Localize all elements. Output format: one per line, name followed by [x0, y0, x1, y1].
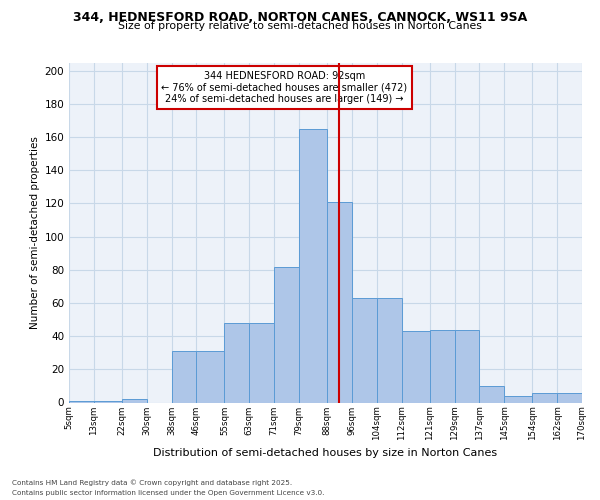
X-axis label: Distribution of semi-detached houses by size in Norton Canes: Distribution of semi-detached houses by … — [154, 448, 497, 458]
Bar — [377, 298, 401, 403]
Text: 344, HEDNESFORD ROAD, NORTON CANES, CANNOCK, WS11 9SA: 344, HEDNESFORD ROAD, NORTON CANES, CANN… — [73, 11, 527, 24]
Bar — [504, 396, 532, 402]
Bar — [327, 202, 352, 402]
Bar — [401, 331, 430, 402]
Bar — [430, 330, 455, 402]
Text: 344 HEDNESFORD ROAD: 92sqm
← 76% of semi-detached houses are smaller (472)
24% o: 344 HEDNESFORD ROAD: 92sqm ← 76% of semi… — [161, 71, 407, 104]
Bar — [352, 298, 377, 403]
Bar — [274, 266, 299, 402]
Bar — [250, 323, 274, 402]
Bar — [196, 351, 224, 403]
Bar — [94, 401, 122, 402]
Text: Contains public sector information licensed under the Open Government Licence v3: Contains public sector information licen… — [12, 490, 325, 496]
Bar — [224, 323, 250, 402]
Bar — [122, 399, 147, 402]
Y-axis label: Number of semi-detached properties: Number of semi-detached properties — [30, 136, 40, 329]
Bar — [455, 330, 479, 402]
Bar — [299, 129, 327, 402]
Text: Contains HM Land Registry data © Crown copyright and database right 2025.: Contains HM Land Registry data © Crown c… — [12, 480, 292, 486]
Text: Size of property relative to semi-detached houses in Norton Canes: Size of property relative to semi-detach… — [118, 21, 482, 31]
Bar — [172, 351, 196, 403]
Bar — [532, 392, 557, 402]
Bar — [69, 401, 94, 402]
Bar — [479, 386, 504, 402]
Bar — [557, 392, 582, 402]
